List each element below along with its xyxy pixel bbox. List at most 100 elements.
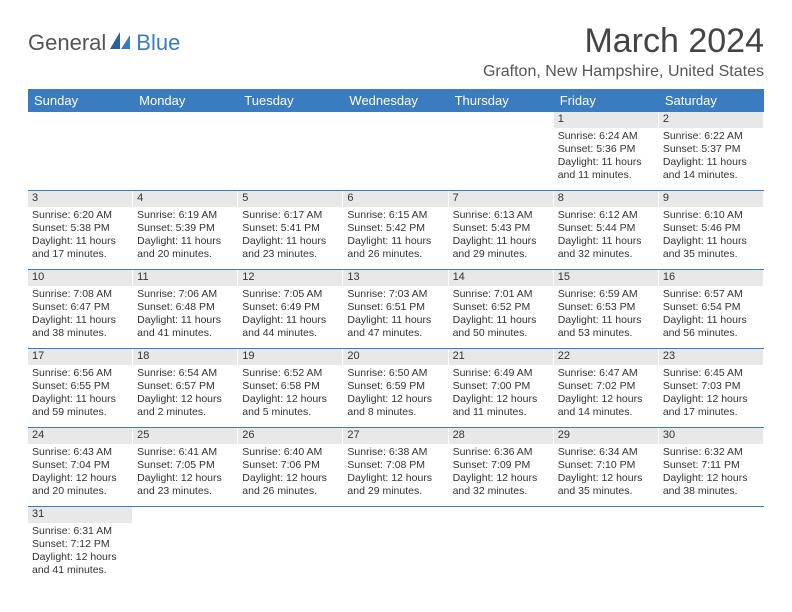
logo-sail-icon: [110, 30, 132, 56]
day-details: Sunrise: 7:01 AMSunset: 6:52 PMDaylight:…: [449, 286, 553, 345]
day-detail-line: and 2 minutes.: [137, 406, 233, 419]
weekday-cell: Sunday: [28, 89, 133, 112]
day-detail-line: and 44 minutes.: [242, 327, 338, 340]
day-details: Sunrise: 6:56 AMSunset: 6:55 PMDaylight:…: [28, 365, 132, 424]
day-number: 28: [449, 428, 553, 444]
day-detail-line: Sunset: 7:04 PM: [32, 459, 128, 472]
day-cell: [238, 507, 343, 585]
day-number: 13: [343, 270, 447, 286]
day-cell: 19Sunrise: 6:52 AMSunset: 6:58 PMDayligh…: [238, 349, 343, 427]
day-number: 26: [238, 428, 342, 444]
day-detail-line: Sunrise: 6:12 AM: [558, 209, 654, 222]
day-detail-line: and 5 minutes.: [242, 406, 338, 419]
day-detail-line: Sunset: 7:05 PM: [137, 459, 233, 472]
weekday-cell: Tuesday: [238, 89, 343, 112]
day-number: 29: [554, 428, 658, 444]
day-detail-line: and 35 minutes.: [558, 485, 654, 498]
day-detail-line: Sunset: 5:46 PM: [663, 222, 759, 235]
day-detail-line: Sunrise: 7:08 AM: [32, 288, 128, 301]
day-detail-line: and 32 minutes.: [558, 248, 654, 261]
day-cell: 5Sunrise: 6:17 AMSunset: 5:41 PMDaylight…: [238, 191, 343, 269]
day-detail-line: and 11 minutes.: [558, 169, 654, 182]
day-detail-line: Sunset: 5:43 PM: [453, 222, 549, 235]
day-cell: [28, 112, 133, 190]
day-cell: 22Sunrise: 6:47 AMSunset: 7:02 PMDayligh…: [554, 349, 659, 427]
day-cell: [554, 507, 659, 585]
day-cell: 27Sunrise: 6:38 AMSunset: 7:08 PMDayligh…: [343, 428, 448, 506]
day-detail-line: Sunset: 5:44 PM: [558, 222, 654, 235]
day-detail-line: Sunset: 6:49 PM: [242, 301, 338, 314]
day-detail-line: and 14 minutes.: [663, 169, 759, 182]
day-detail-line: Sunset: 6:52 PM: [453, 301, 549, 314]
day-detail-line: Daylight: 11 hours: [558, 156, 654, 169]
week-row: 1Sunrise: 6:24 AMSunset: 5:36 PMDaylight…: [28, 112, 764, 191]
day-detail-line: Daylight: 12 hours: [137, 393, 233, 406]
day-detail-line: Sunrise: 6:50 AM: [347, 367, 443, 380]
weekday-cell: Thursday: [449, 89, 554, 112]
day-detail-line: Sunset: 6:58 PM: [242, 380, 338, 393]
day-detail-line: Daylight: 12 hours: [453, 472, 549, 485]
day-detail-line: Sunset: 7:08 PM: [347, 459, 443, 472]
day-details: Sunrise: 6:19 AMSunset: 5:39 PMDaylight:…: [133, 207, 237, 266]
day-detail-line: Sunrise: 6:49 AM: [453, 367, 549, 380]
day-detail-line: Sunset: 7:02 PM: [558, 380, 654, 393]
day-number: 5: [238, 191, 342, 207]
day-detail-line: and 26 minutes.: [347, 248, 443, 261]
day-number: 19: [238, 349, 342, 365]
day-cell: 17Sunrise: 6:56 AMSunset: 6:55 PMDayligh…: [28, 349, 133, 427]
day-detail-line: Sunrise: 6:20 AM: [32, 209, 128, 222]
day-cell: 11Sunrise: 7:06 AMSunset: 6:48 PMDayligh…: [133, 270, 238, 348]
day-details: Sunrise: 6:57 AMSunset: 6:54 PMDaylight:…: [659, 286, 763, 345]
day-detail-line: Sunset: 7:00 PM: [453, 380, 549, 393]
day-detail-line: and 14 minutes.: [558, 406, 654, 419]
day-details: Sunrise: 6:45 AMSunset: 7:03 PMDaylight:…: [659, 365, 763, 424]
day-cell: 2Sunrise: 6:22 AMSunset: 5:37 PMDaylight…: [659, 112, 764, 190]
day-detail-line: Sunset: 7:10 PM: [558, 459, 654, 472]
day-cell: 26Sunrise: 6:40 AMSunset: 7:06 PMDayligh…: [238, 428, 343, 506]
day-details: Sunrise: 6:38 AMSunset: 7:08 PMDaylight:…: [343, 444, 447, 503]
day-details: Sunrise: 7:08 AMSunset: 6:47 PMDaylight:…: [28, 286, 132, 345]
day-cell: 13Sunrise: 7:03 AMSunset: 6:51 PMDayligh…: [343, 270, 448, 348]
day-details: Sunrise: 6:34 AMSunset: 7:10 PMDaylight:…: [554, 444, 658, 503]
day-cell: 8Sunrise: 6:12 AMSunset: 5:44 PMDaylight…: [554, 191, 659, 269]
day-details: Sunrise: 6:52 AMSunset: 6:58 PMDaylight:…: [238, 365, 342, 424]
day-detail-line: Sunrise: 6:45 AM: [663, 367, 759, 380]
day-detail-line: Daylight: 11 hours: [32, 393, 128, 406]
day-cell: 28Sunrise: 6:36 AMSunset: 7:09 PMDayligh…: [449, 428, 554, 506]
day-detail-line: and 17 minutes.: [663, 406, 759, 419]
day-cell: 24Sunrise: 6:43 AMSunset: 7:04 PMDayligh…: [28, 428, 133, 506]
day-detail-line: Sunset: 6:54 PM: [663, 301, 759, 314]
day-detail-line: Sunset: 6:47 PM: [32, 301, 128, 314]
day-details: Sunrise: 6:41 AMSunset: 7:05 PMDaylight:…: [133, 444, 237, 503]
logo-text-general: General: [28, 30, 106, 56]
day-detail-line: Daylight: 11 hours: [32, 314, 128, 327]
day-detail-line: and 23 minutes.: [242, 248, 338, 261]
weekday-cell: Wednesday: [343, 89, 448, 112]
day-detail-line: Daylight: 12 hours: [663, 472, 759, 485]
day-detail-line: Sunrise: 6:52 AM: [242, 367, 338, 380]
day-detail-line: Sunrise: 6:40 AM: [242, 446, 338, 459]
day-detail-line: and 38 minutes.: [32, 327, 128, 340]
day-detail-line: Sunrise: 6:54 AM: [137, 367, 233, 380]
day-cell: [133, 112, 238, 190]
day-cell: 3Sunrise: 6:20 AMSunset: 5:38 PMDaylight…: [28, 191, 133, 269]
day-details: Sunrise: 6:36 AMSunset: 7:09 PMDaylight:…: [449, 444, 553, 503]
day-detail-line: Sunset: 7:09 PM: [453, 459, 549, 472]
day-detail-line: Sunrise: 6:36 AM: [453, 446, 549, 459]
day-number: 27: [343, 428, 447, 444]
day-detail-line: Daylight: 12 hours: [453, 393, 549, 406]
day-details: Sunrise: 6:20 AMSunset: 5:38 PMDaylight:…: [28, 207, 132, 266]
day-detail-line: Daylight: 11 hours: [663, 235, 759, 248]
day-cell: 4Sunrise: 6:19 AMSunset: 5:39 PMDaylight…: [133, 191, 238, 269]
month-title: March 2024: [483, 22, 764, 61]
day-details: Sunrise: 6:24 AMSunset: 5:36 PMDaylight:…: [554, 128, 658, 187]
day-cell: 12Sunrise: 7:05 AMSunset: 6:49 PMDayligh…: [238, 270, 343, 348]
day-detail-line: Sunset: 7:06 PM: [242, 459, 338, 472]
day-details: Sunrise: 6:40 AMSunset: 7:06 PMDaylight:…: [238, 444, 342, 503]
day-detail-line: Sunset: 5:36 PM: [558, 143, 654, 156]
calendar: SundayMondayTuesdayWednesdayThursdayFrid…: [28, 89, 764, 585]
day-detail-line: and 8 minutes.: [347, 406, 443, 419]
day-detail-line: Sunset: 5:37 PM: [663, 143, 759, 156]
day-cell: 30Sunrise: 6:32 AMSunset: 7:11 PMDayligh…: [659, 428, 764, 506]
day-cell: 9Sunrise: 6:10 AMSunset: 5:46 PMDaylight…: [659, 191, 764, 269]
